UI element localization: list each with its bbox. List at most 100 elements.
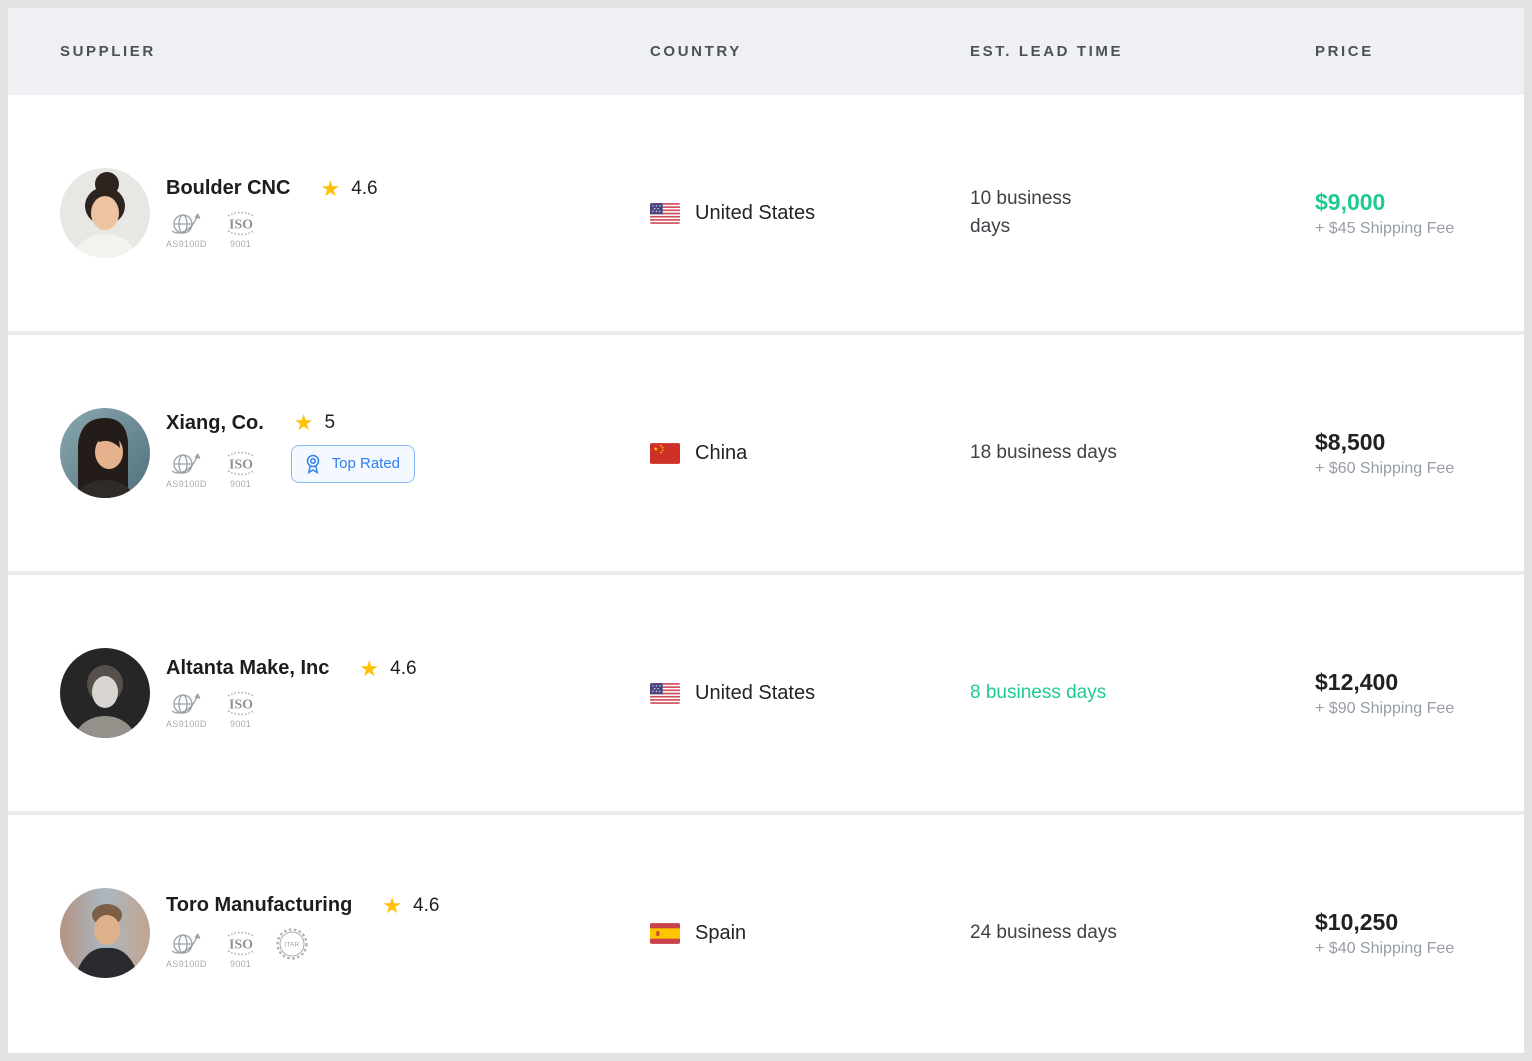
name-row: Boulder CNC ★ 4.6 <box>166 177 378 200</box>
country-cell: China <box>650 442 970 465</box>
avatar <box>60 168 150 258</box>
cert-as9100d: AS9100D <box>166 930 207 969</box>
certifications-row: AS9100D ISO 9001 <box>166 444 416 495</box>
supplier-info: Xiang, Co. ★ 5 <box>166 412 416 495</box>
cert-label: AS9100D <box>166 479 207 489</box>
supplier-cell: Boulder CNC ★ 4.6 <box>60 168 650 258</box>
svg-text:ISO: ISO <box>229 458 253 473</box>
iso-seal-icon: ISO <box>227 211 254 236</box>
avatar-illustration <box>60 168 150 258</box>
supplier-name: Toro Manufacturing <box>166 894 353 916</box>
lead-time: 18 business days <box>970 442 1117 464</box>
table-row[interactable]: Xiang, Co. ★ 5 <box>8 335 1524 571</box>
cert-itar: ITAR <box>275 927 309 961</box>
name-row: Xiang, Co. ★ 5 <box>166 412 415 435</box>
lead-time: 8 business days <box>970 682 1107 704</box>
name-row: Altanta Make, Inc ★ 4.6 <box>166 657 417 680</box>
column-header-country: COUNTRY <box>650 43 742 60</box>
top-rated-badge: Top Rated <box>290 444 416 483</box>
shipping-fee: + $90 Shipping Fee <box>1315 699 1455 717</box>
medal-icon <box>306 454 319 474</box>
globe-arrow-icon <box>171 213 201 234</box>
cert-iso-9001: ISO 9001 <box>221 450 261 489</box>
certifications-row: AS9100D ISO 9001 <box>166 210 378 249</box>
avatar-illustration <box>60 408 150 498</box>
star-icon: ★ <box>359 655 380 681</box>
avatar <box>60 408 150 498</box>
cert-iso-9001: ISO 9001 <box>221 210 261 249</box>
itar-seal-icon: ITAR <box>276 928 308 960</box>
cert-label: AS9100D <box>166 959 207 969</box>
rating-value: 4.6 <box>351 177 378 199</box>
column-header-price: PRICE <box>1315 43 1374 60</box>
star-icon: ★ <box>382 892 403 918</box>
svg-text:ISO: ISO <box>229 218 253 233</box>
country-name: Spain <box>695 921 747 944</box>
supplier-info: Altanta Make, Inc ★ 4.6 <box>166 657 417 729</box>
supplier-name: Altanta Make, Inc <box>166 657 330 679</box>
avatar <box>60 648 150 738</box>
price-cell: $9,000 + $45 Shipping Fee <box>1315 189 1524 238</box>
avatar <box>60 888 150 978</box>
column-header-lead-time: EST. LEAD TIME <box>970 43 1124 60</box>
spain-flag-icon <box>650 922 680 944</box>
cert-as9100d: AS9100D <box>166 210 207 249</box>
row-divider <box>8 571 1524 575</box>
globe-arrow-icon <box>171 933 201 954</box>
cert-label: AS9100D <box>166 239 207 249</box>
price-cell: $10,250 + $40 Shipping Fee <box>1315 909 1524 958</box>
table-row[interactable]: Boulder CNC ★ 4.6 <box>8 95 1524 331</box>
rating-value: 4.6 <box>413 894 440 916</box>
column-header-supplier: SUPPLIER <box>60 43 156 60</box>
supplier-info: Boulder CNC ★ 4.6 <box>166 177 378 249</box>
top-rated-label: Top Rated <box>331 455 401 472</box>
iso-seal-icon: ISO <box>227 451 254 476</box>
star-icon: ★ <box>293 410 314 435</box>
rating-value: 4.6 <box>390 657 417 679</box>
cert-label: 9001 <box>230 719 252 729</box>
lead-time: 10 business days <box>970 188 1072 237</box>
supplier-name: Xiang, Co. <box>166 411 264 434</box>
globe-arrow-icon <box>171 693 201 714</box>
us-flag-icon <box>650 202 680 224</box>
table-row[interactable]: Altanta Make, Inc ★ 4.6 <box>8 575 1524 811</box>
country-cell: Spain <box>650 922 970 945</box>
country-cell: United States <box>650 202 970 225</box>
star-icon: ★ <box>320 175 341 201</box>
certifications-row: AS9100D ISO 9001 <box>166 690 417 729</box>
shipping-fee: + $60 Shipping Fee <box>1315 459 1455 477</box>
svg-text:ITAR: ITAR <box>284 942 299 949</box>
certifications-row: AS9100D ISO 9001 <box>166 927 439 972</box>
cert-label: AS9100D <box>166 719 207 729</box>
price-amount: $10,250 <box>1315 908 1399 935</box>
price-amount: $9,000 <box>1315 188 1386 215</box>
cert-as9100d: AS9100D <box>166 450 207 489</box>
lead-time: 24 business days <box>970 922 1117 944</box>
cert-iso-9001: ISO 9001 <box>221 690 261 729</box>
svg-text:ISO: ISO <box>229 698 253 713</box>
shipping-fee: + $40 Shipping Fee <box>1315 939 1455 957</box>
table-row[interactable]: Toro Manufacturing ★ 4.6 <box>8 815 1524 1051</box>
supplier-cell: Toro Manufacturing ★ 4.6 <box>60 888 650 978</box>
supplier-name: Boulder CNC <box>166 177 291 199</box>
supplier-info: Toro Manufacturing ★ 4.6 <box>166 894 439 972</box>
table-header: SUPPLIER COUNTRY EST. LEAD TIME PRICE <box>8 8 1524 95</box>
supplier-cell: Xiang, Co. ★ 5 <box>60 408 650 498</box>
cert-as9100d: AS9100D <box>166 690 207 729</box>
avatar-illustration <box>60 648 150 738</box>
svg-text:ISO: ISO <box>229 938 253 953</box>
cert-label: 9001 <box>230 239 252 249</box>
us-flag-icon <box>650 682 680 704</box>
china-flag-icon <box>650 442 680 464</box>
iso-seal-icon: ISO <box>227 691 254 716</box>
row-divider <box>8 331 1524 335</box>
price-cell: $12,400 + $90 Shipping Fee <box>1315 669 1524 718</box>
name-row: Toro Manufacturing ★ 4.6 <box>166 894 439 917</box>
row-divider <box>8 811 1524 815</box>
iso-seal-icon: ISO <box>227 931 254 956</box>
price-cell: $8,500 + $60 Shipping Fee <box>1315 429 1524 478</box>
rating-value: 5 <box>324 412 336 433</box>
price-amount: $12,400 <box>1315 668 1399 695</box>
country-cell: United States <box>650 682 970 705</box>
avatar-illustration <box>60 888 150 978</box>
